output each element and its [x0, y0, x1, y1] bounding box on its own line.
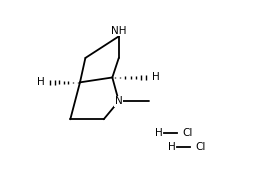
Text: H: H — [152, 72, 160, 83]
Text: H: H — [168, 142, 175, 152]
Text: H: H — [37, 77, 44, 87]
Text: Cl: Cl — [195, 142, 206, 152]
Text: H: H — [155, 128, 163, 138]
Text: Cl: Cl — [182, 128, 193, 138]
Text: NH: NH — [111, 26, 126, 36]
Text: N: N — [115, 96, 123, 106]
